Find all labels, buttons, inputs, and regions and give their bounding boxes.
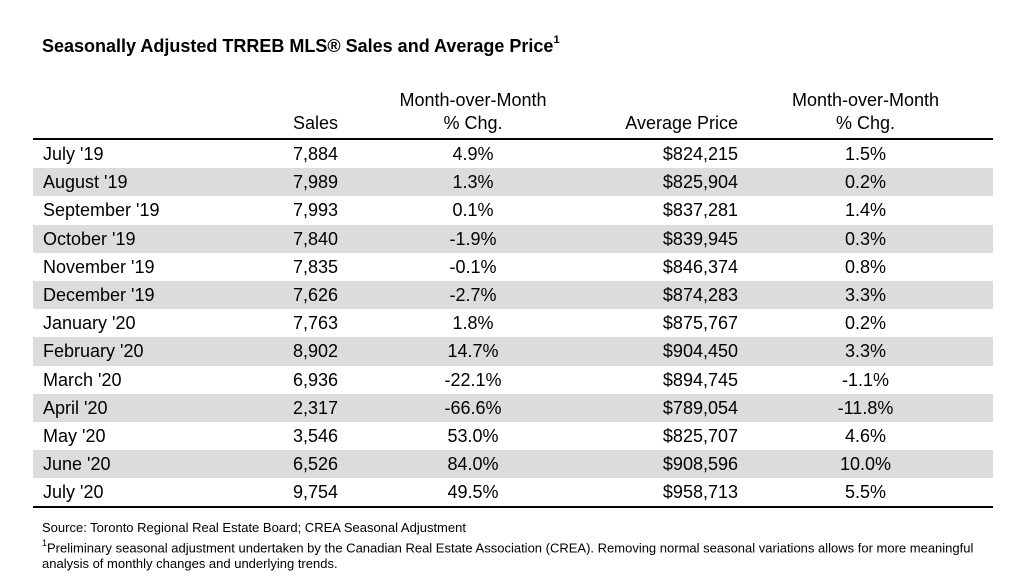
footnote-text: Preliminary seasonal adjustment undertak… <box>42 540 974 572</box>
cell-price-change: -11.8% <box>738 393 993 422</box>
cell-sales-change: -0.1% <box>449 256 497 277</box>
header-price-mom-change: Month-over-Month % Chg. <box>738 89 993 140</box>
cell-month: December '19 <box>33 280 238 310</box>
source-note: Source: Toronto Regional Real Estate Boa… <box>42 520 466 535</box>
cell-sales: 3,546 <box>292 425 338 446</box>
cell-sales-change: -2.7% <box>338 280 608 310</box>
cell-sales-change: 49.5% <box>338 478 608 509</box>
cell-month: September '19 <box>43 200 160 221</box>
cell-price-change: 3.3% <box>738 280 993 310</box>
cell-average-price: $789,054 <box>608 393 738 422</box>
table-row: January '20 7,763 1.8% $875,767 0.2% <box>33 309 993 337</box>
table-row: April '20 2,317 -66.6% $789,054 -11.8% <box>33 393 993 422</box>
cell-average-price: $894,745 <box>662 369 738 390</box>
header-average-price: Average Price <box>608 89 738 140</box>
table-row: May '20 3,546 53.0% $825,707 4.6% <box>33 422 993 450</box>
cell-sales: 7,626 <box>238 280 338 310</box>
sales-price-table: Sales Month-over-Month % Chg. Average Pri… <box>33 89 993 509</box>
header-sales-mom-change: Month-over-Month % Chg. <box>338 89 608 140</box>
cell-price-change: 0.2% <box>844 313 887 334</box>
header-month <box>33 89 238 140</box>
cell-price-change: 0.2% <box>738 168 993 197</box>
header-sales-mom-line2: % Chg. <box>443 113 503 133</box>
cell-month: August '19 <box>33 168 238 197</box>
cell-price-change: 5.5% <box>738 478 993 509</box>
cell-average-price: $837,281 <box>662 200 738 221</box>
table-row: July '20 9,754 49.5% $958,713 5.5% <box>33 478 993 509</box>
table-body: July '19 7,884 4.9% $824,215 1.5% August '19 7… <box>33 139 993 509</box>
cell-average-price: $904,450 <box>608 337 738 366</box>
cell-sales-change: 14.7% <box>338 337 608 366</box>
cell-price-change: 3.3% <box>738 337 993 366</box>
cell-average-price: $908,596 <box>608 450 738 479</box>
cell-sales: 6,526 <box>238 450 338 479</box>
cell-sales: 7,763 <box>292 313 338 334</box>
cell-average-price: $825,707 <box>662 425 738 446</box>
header-price-mom-line1: Month-over-Month <box>791 90 940 110</box>
table-row: February '20 8,902 14.7% $904,450 3.3% <box>33 337 993 366</box>
footnote: 1Preliminary seasonal adjustment underta… <box>42 536 1002 572</box>
table-row: October '19 7,840 -1.9% $839,945 0.3% <box>33 224 993 253</box>
cell-sales: 2,317 <box>238 393 338 422</box>
cell-month: January '20 <box>43 313 136 334</box>
cell-sales: 7,840 <box>238 224 338 253</box>
cell-average-price: $825,904 <box>608 168 738 197</box>
cell-sales: 9,754 <box>238 478 338 509</box>
footnote-marker: 1 <box>42 538 48 548</box>
cell-month: June '20 <box>33 450 238 479</box>
cell-price-change: -1.1% <box>841 369 890 390</box>
cell-sales-change: -22.1% <box>444 369 502 390</box>
cell-sales: 7,835 <box>292 256 338 277</box>
cell-sales: 6,936 <box>292 369 338 390</box>
cell-month: July '20 <box>33 478 238 509</box>
page-title: Seasonally Adjusted TRREB MLS® Sales and… <box>42 34 560 57</box>
title-footnote-marker: 1 <box>553 34 560 46</box>
cell-month: February '20 <box>33 337 238 366</box>
cell-average-price: $824,215 <box>662 144 738 165</box>
table-row: August '19 7,989 1.3% $825,904 0.2% <box>33 168 993 197</box>
cell-sales: 7,993 <box>292 200 338 221</box>
header-price-mom-line2: % Chg. <box>835 113 896 133</box>
table-row: September '19 7,993 0.1% $837,281 1.4% <box>33 196 993 224</box>
table-row: March '20 6,936 -22.1% $894,745 -1.1% <box>33 366 993 394</box>
table-row: June '20 6,526 84.0% $908,596 10.0% <box>33 450 993 479</box>
cell-price-change: 0.3% <box>738 224 993 253</box>
header-row: Sales Month-over-Month % Chg. Average Pri… <box>33 89 993 140</box>
cell-sales-change: 1.8% <box>452 313 494 334</box>
cell-average-price: $874,283 <box>608 280 738 310</box>
header-sales-mom-line1: Month-over-Month <box>399 90 547 110</box>
cell-price-change: 4.6% <box>844 425 887 446</box>
cell-sales-change: 4.9% <box>452 144 494 165</box>
cell-sales-change: 0.1% <box>452 200 494 221</box>
cell-sales: 7,884 <box>292 144 338 165</box>
cell-average-price: $958,713 <box>608 478 738 509</box>
cell-month: November '19 <box>43 256 155 277</box>
cell-price-change: 10.0% <box>738 450 993 479</box>
cell-sales: 8,902 <box>238 337 338 366</box>
cell-price-change: 1.5% <box>844 144 887 165</box>
cell-month: May '20 <box>43 425 106 446</box>
table-row: December '19 7,626 -2.7% $874,283 3.3% <box>33 280 993 310</box>
cell-month: April '20 <box>33 393 238 422</box>
cell-sales: 7,989 <box>238 168 338 197</box>
cell-sales-change: -66.6% <box>338 393 608 422</box>
title-text: Seasonally Adjusted TRREB MLS® Sales and… <box>42 36 554 56</box>
table-row: July '19 7,884 4.9% $824,215 1.5% <box>33 139 993 168</box>
cell-sales-change: 84.0% <box>338 450 608 479</box>
table-row: November '19 7,835 -0.1% $846,374 0.8% <box>33 253 993 281</box>
cell-average-price: $846,374 <box>662 256 738 277</box>
cell-price-change: 1.4% <box>844 200 887 221</box>
header-sales: Sales <box>238 89 338 140</box>
cell-month: March '20 <box>43 369 122 390</box>
cell-average-price: $839,945 <box>608 224 738 253</box>
cell-month: October '19 <box>33 224 238 253</box>
table-notes: Source: Toronto Regional Real Estate Boa… <box>42 520 1002 572</box>
cell-price-change: 0.8% <box>844 256 887 277</box>
cell-month: July '19 <box>43 144 104 165</box>
cell-sales-change: 1.3% <box>338 168 608 197</box>
cell-sales-change: -1.9% <box>338 224 608 253</box>
cell-sales-change: 53.0% <box>447 425 499 446</box>
cell-average-price: $875,767 <box>662 313 738 334</box>
